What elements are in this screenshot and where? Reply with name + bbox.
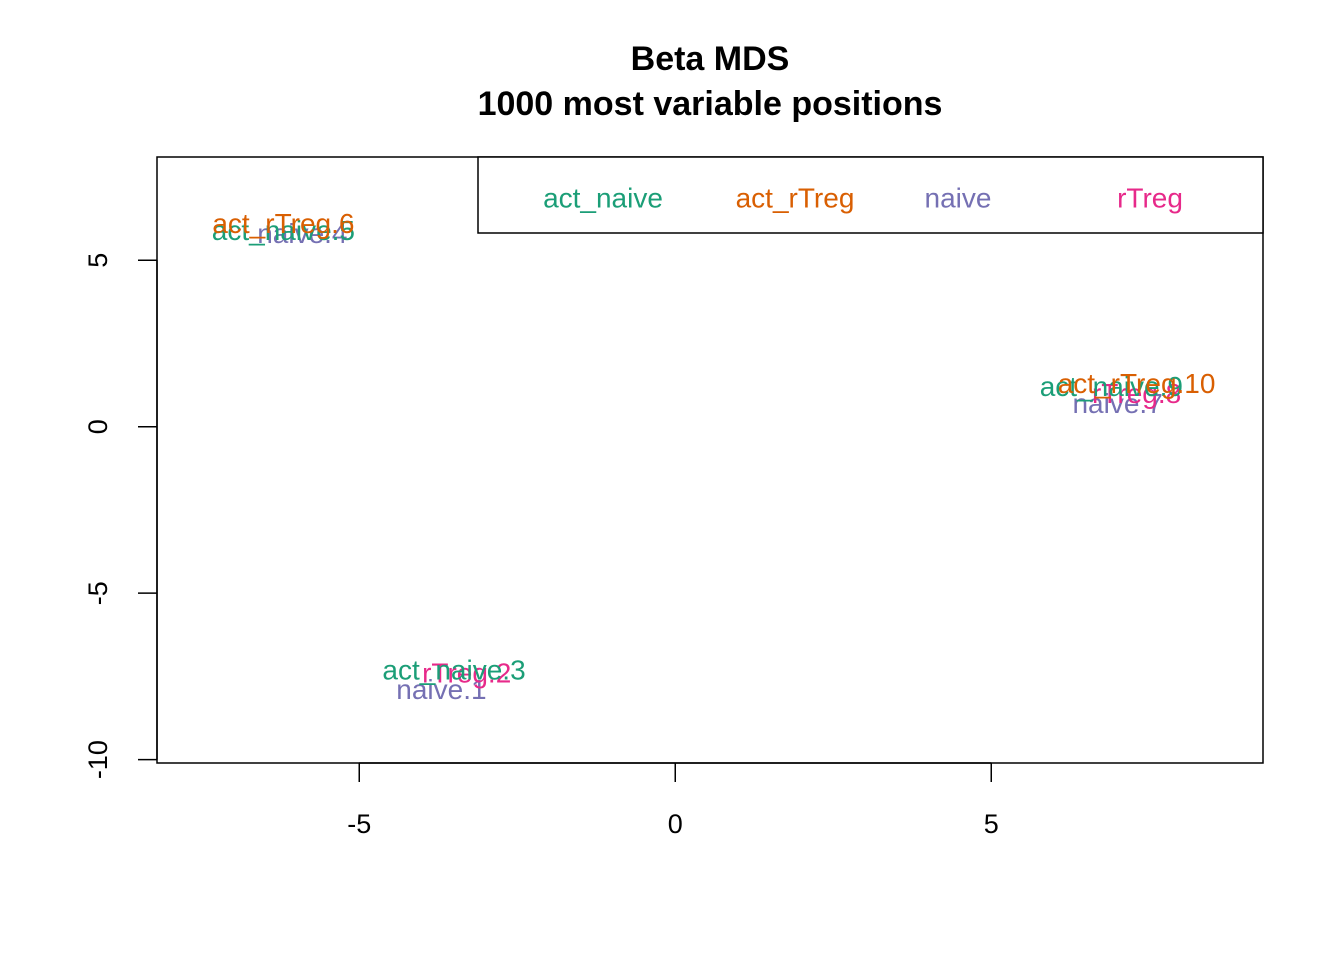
point-labels: naive.1rTreg.2act_naive.3naive.4act_naiv… [212, 208, 1216, 705]
point-label: act_naive.3 [382, 654, 525, 685]
x-axis: -5 0 5 [347, 762, 999, 839]
point-label: act_rTreg.6 [212, 208, 354, 239]
x-tick-label: 5 [984, 809, 999, 839]
point-label: act_naive.5 [212, 215, 355, 246]
chart-title: Beta MDS [631, 40, 790, 78]
y-tick-label: -5 [83, 581, 113, 605]
y-tick-label: -10 [83, 740, 113, 779]
point-label: naive.4 [257, 218, 347, 249]
legend-entry: act_naive [543, 183, 663, 214]
point-label: naive.1 [396, 674, 486, 705]
point-label: act_naive.9 [1040, 371, 1183, 402]
point-label: act_rTreg.10 [1058, 368, 1216, 399]
x-tick-label: -5 [347, 809, 371, 839]
point-label: naive.7 [1072, 388, 1162, 419]
legend-entry: rTreg [1117, 183, 1183, 214]
point-label: rTreg.8 [1092, 378, 1181, 409]
point-label: rTreg.2 [422, 658, 511, 689]
x-tick-label: 0 [668, 809, 683, 839]
chart-subtitle: 1000 most variable positions [478, 85, 943, 123]
legend-box [477, 156, 1264, 234]
y-tick-label: 0 [83, 419, 113, 434]
legend-entry: act_rTreg [736, 183, 855, 214]
y-axis: -10 -5 0 5 [83, 253, 158, 779]
legend: act_naive act_rTreg naive rTreg [477, 156, 1264, 234]
y-tick-label: 5 [83, 253, 113, 268]
legend-entry: naive [925, 183, 992, 214]
